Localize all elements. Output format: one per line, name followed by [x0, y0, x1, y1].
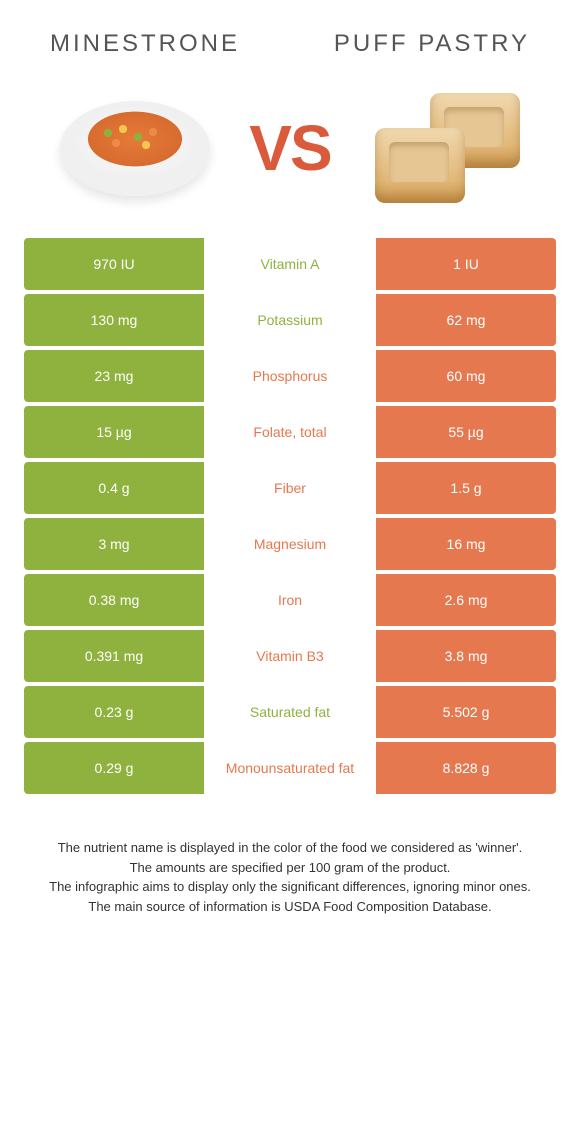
table-row: 0.4 gFiber1.5 g: [24, 462, 556, 514]
food-image-left: [50, 88, 220, 208]
value-right: 2.6 mg: [376, 574, 556, 626]
food-title-left: Minestrone: [50, 30, 240, 58]
value-right: 62 mg: [376, 294, 556, 346]
table-row: 0.391 mgVitamin B33.8 mg: [24, 630, 556, 682]
header: Minestrone Puff pastry: [0, 0, 580, 68]
nutrient-name: Phosphorus: [204, 350, 376, 402]
vs-label: VS: [249, 111, 330, 185]
value-left: 0.29 g: [24, 742, 204, 794]
table-row: 23 mgPhosphorus60 mg: [24, 350, 556, 402]
nutrient-name: Folate, total: [204, 406, 376, 458]
table-row: 130 mgPotassium62 mg: [24, 294, 556, 346]
value-right: 55 µg: [376, 406, 556, 458]
nutrient-name: Magnesium: [204, 518, 376, 570]
value-left: 15 µg: [24, 406, 204, 458]
value-left: 0.4 g: [24, 462, 204, 514]
nutrient-name: Iron: [204, 574, 376, 626]
value-right: 60 mg: [376, 350, 556, 402]
footnote-line: The infographic aims to display only the…: [40, 877, 540, 897]
table-row: 0.23 gSaturated fat5.502 g: [24, 686, 556, 738]
footnote-line: The main source of information is USDA F…: [40, 897, 540, 917]
table-row: 0.29 gMonounsaturated fat8.828 g: [24, 742, 556, 794]
images-row: VS: [0, 68, 580, 238]
value-left: 0.391 mg: [24, 630, 204, 682]
pastry-icon: [370, 93, 520, 203]
food-title-right: Puff pastry: [334, 30, 530, 58]
value-right: 3.8 mg: [376, 630, 556, 682]
table-row: 970 IUVitamin A1 IU: [24, 238, 556, 290]
value-left: 130 mg: [24, 294, 204, 346]
value-right: 5.502 g: [376, 686, 556, 738]
comparison-table: 970 IUVitamin A1 IU130 mgPotassium62 mg2…: [0, 238, 580, 794]
footnote-line: The amounts are specified per 100 gram o…: [40, 858, 540, 878]
table-row: 0.38 mgIron2.6 mg: [24, 574, 556, 626]
nutrient-name: Fiber: [204, 462, 376, 514]
value-left: 0.38 mg: [24, 574, 204, 626]
value-left: 23 mg: [24, 350, 204, 402]
value-left: 0.23 g: [24, 686, 204, 738]
food-image-right: [360, 88, 530, 208]
value-left: 970 IU: [24, 238, 204, 290]
footnotes: The nutrient name is displayed in the co…: [0, 798, 580, 916]
nutrient-name: Vitamin B3: [204, 630, 376, 682]
value-right: 1 IU: [376, 238, 556, 290]
nutrient-name: Potassium: [204, 294, 376, 346]
value-right: 16 mg: [376, 518, 556, 570]
value-right: 8.828 g: [376, 742, 556, 794]
value-left: 3 mg: [24, 518, 204, 570]
value-right: 1.5 g: [376, 462, 556, 514]
footnote-line: The nutrient name is displayed in the co…: [40, 838, 540, 858]
table-row: 3 mgMagnesium16 mg: [24, 518, 556, 570]
nutrient-name: Monounsaturated fat: [204, 742, 376, 794]
table-row: 15 µgFolate, total55 µg: [24, 406, 556, 458]
nutrient-name: Vitamin A: [204, 238, 376, 290]
soup-bowl-icon: [60, 101, 210, 196]
nutrient-name: Saturated fat: [204, 686, 376, 738]
